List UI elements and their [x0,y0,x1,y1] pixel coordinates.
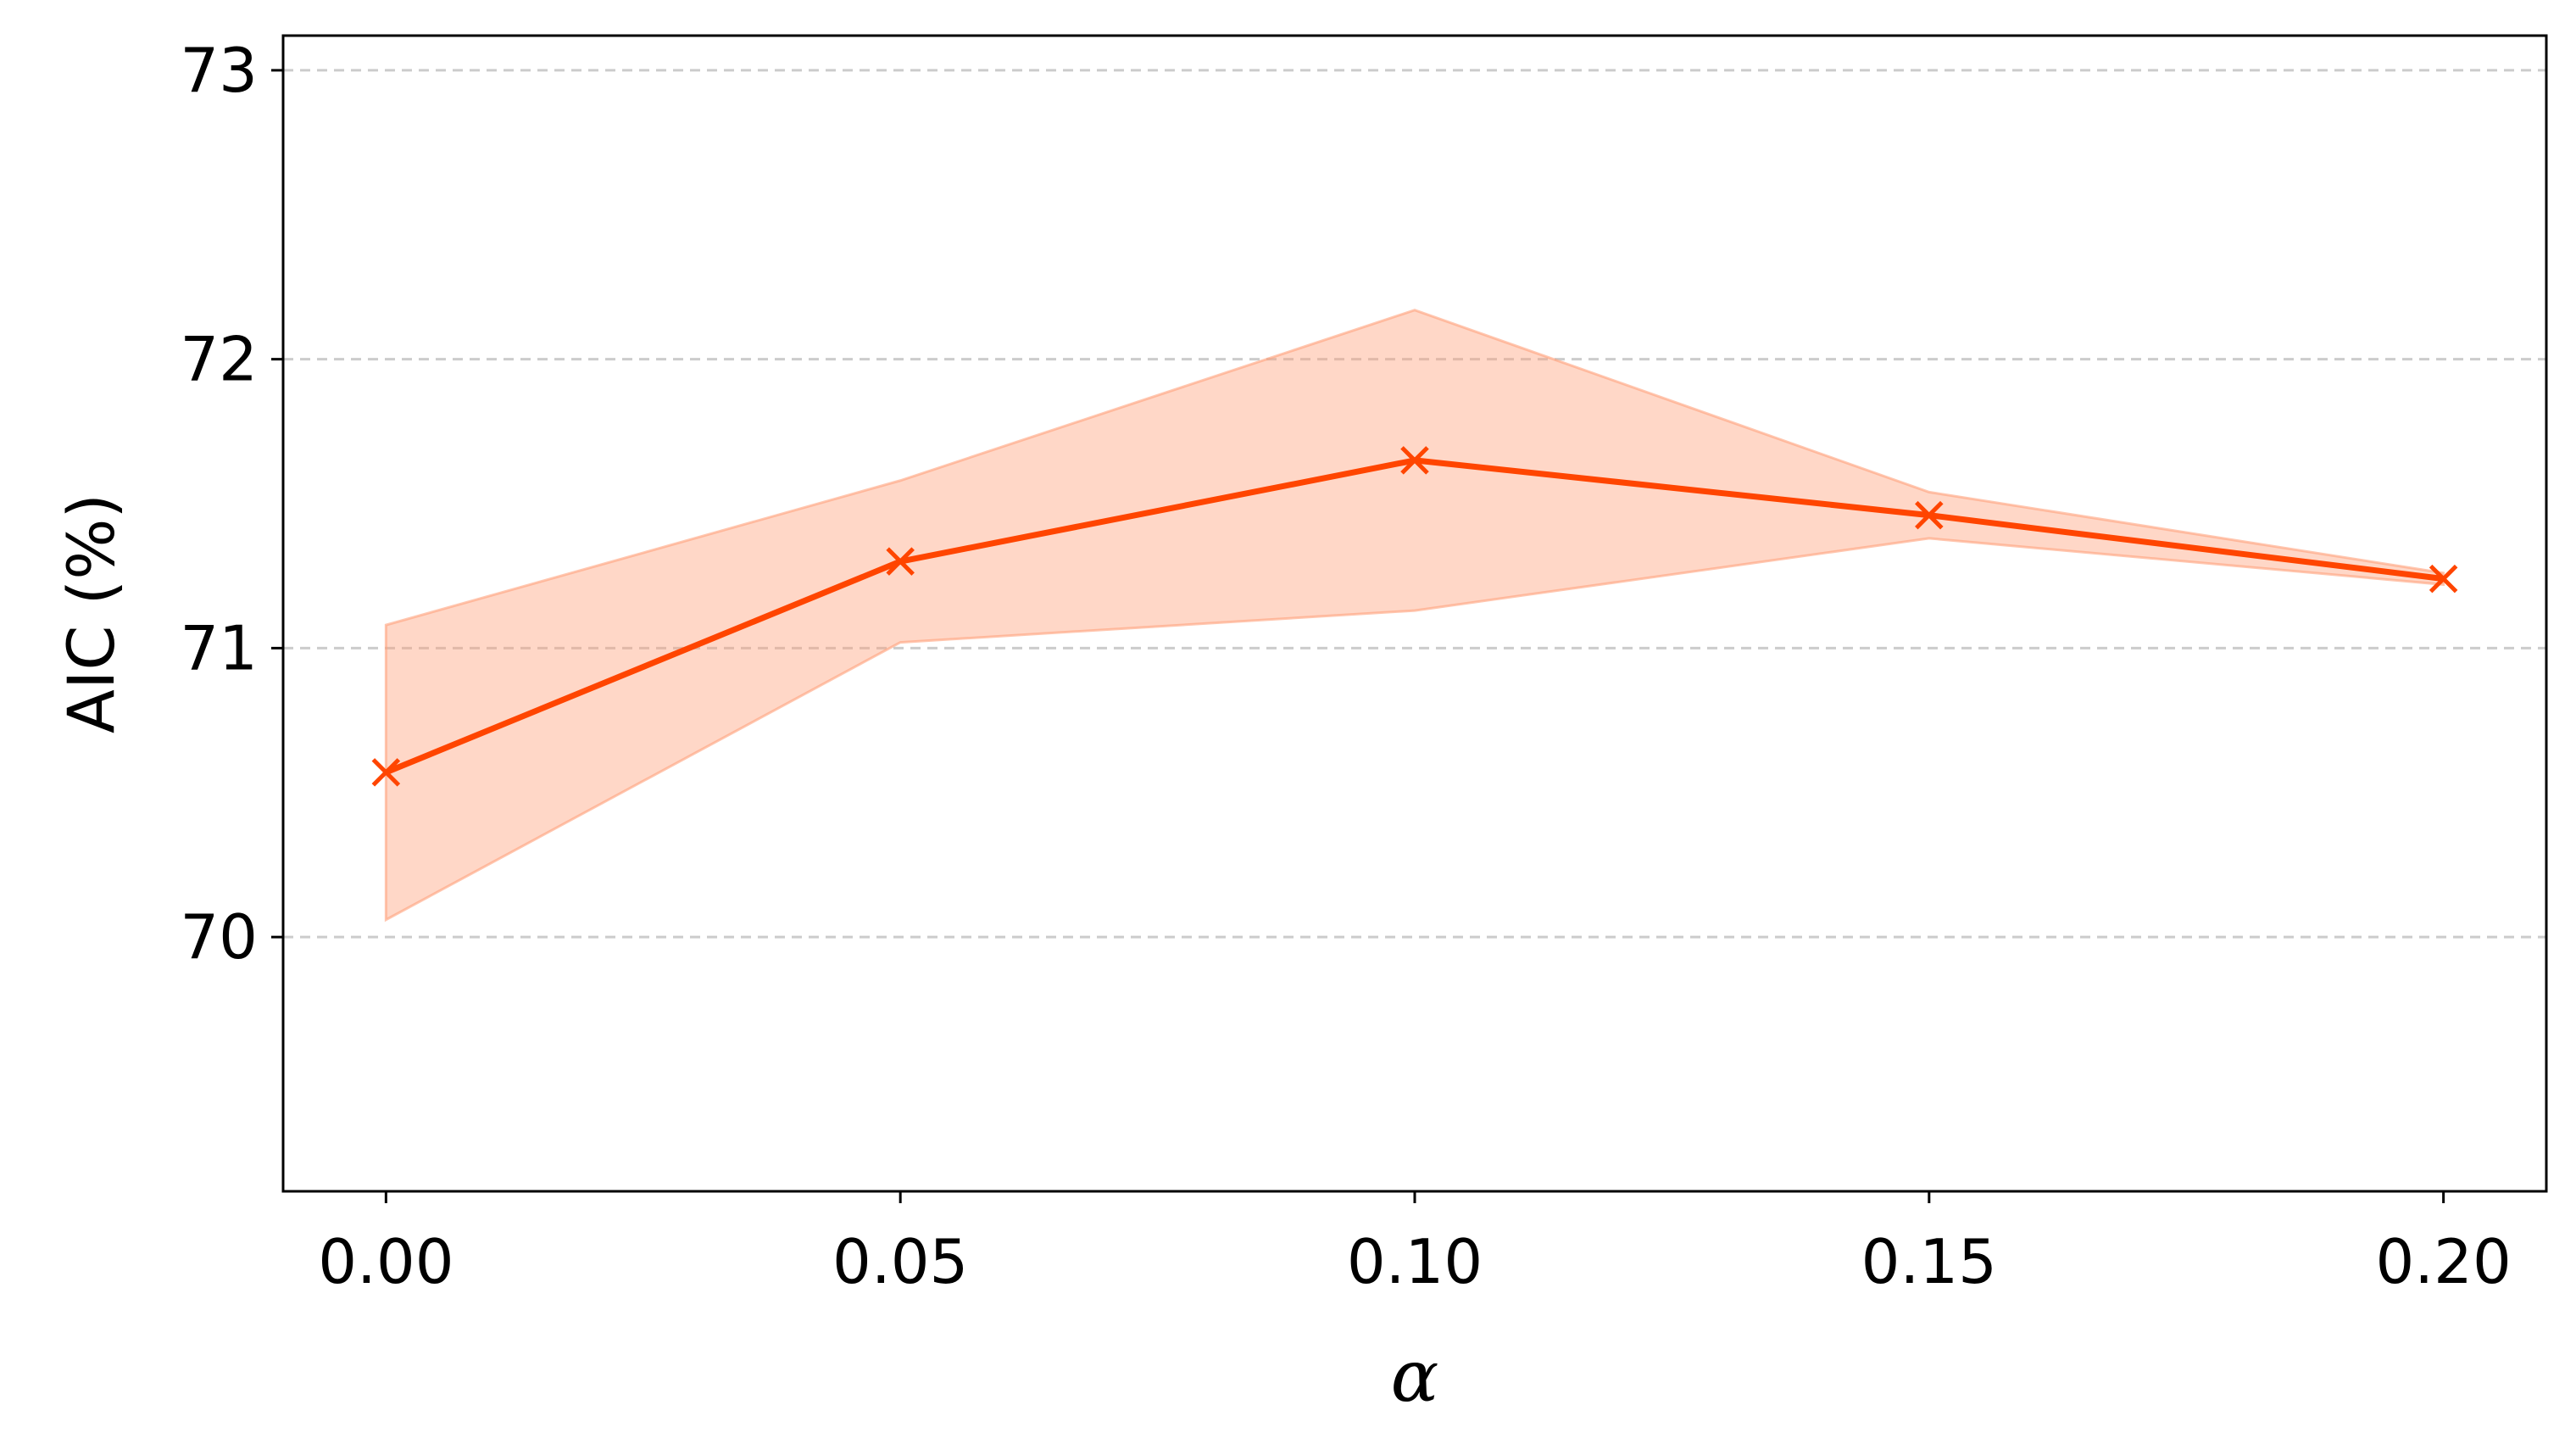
x-tick-label: 0.15 [1861,1226,1997,1297]
confidence-band-area [384,309,2445,923]
data-point-marker [1915,500,1944,530]
confidence-band [384,309,2445,923]
x-tick-label: 0.05 [832,1226,968,1297]
grid-lines [283,69,2546,939]
data-point-marker [371,758,401,787]
y-axis-ticks: 70 71 72 73 [180,35,283,973]
x-axis-label: α [1391,1335,1439,1418]
x-tick-label: 0.00 [318,1226,453,1297]
y-tick-label: 71 [180,612,258,683]
y-axis-label: AIC (%) [53,493,129,733]
x-axis-ticks: 0.00 0.05 0.10 0.15 0.20 [318,1191,2512,1297]
y-tick-label: 73 [180,35,258,106]
y-tick-label: 72 [180,324,258,395]
x-tick-label: 0.10 [1347,1226,1483,1297]
data-point-marker [1400,446,1429,475]
data-point-marker [2429,564,2458,594]
y-tick-label: 70 [180,901,258,973]
data-point-marker [886,547,915,576]
series-markers [371,446,2458,787]
x-tick-label: 0.20 [2375,1226,2511,1297]
